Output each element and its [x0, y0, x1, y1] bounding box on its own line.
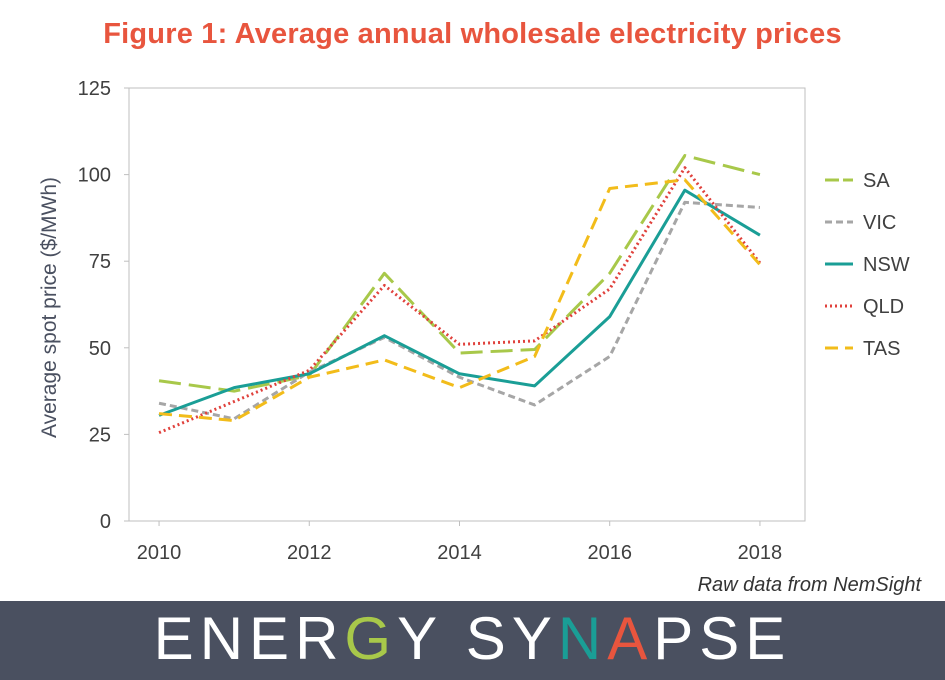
y-tick-label: 25 — [89, 424, 111, 446]
x-tick-label: 2016 — [587, 542, 632, 564]
chart-title: Figure 1: Average annual wholesale elect… — [103, 18, 842, 50]
legend-label-vic: VIC — [863, 212, 896, 234]
x-tick-label: 2010 — [137, 542, 182, 564]
brand-letter: Y — [397, 605, 444, 672]
brand-letter: E — [249, 605, 296, 672]
series-line-sa — [158, 154, 761, 393]
y-axis-label: Average spot price ($/MWh) — [38, 177, 61, 438]
y-tick-label: 50 — [89, 338, 111, 360]
plot-area — [128, 87, 806, 522]
y-tick-label: 75 — [89, 251, 111, 273]
legend-label-nsw: NSW — [863, 254, 910, 276]
brand-letter: Y — [511, 605, 558, 672]
brand-letter: N — [557, 605, 608, 672]
brand-letter: R — [295, 605, 345, 672]
series-line-vic — [158, 200, 761, 421]
brand-letter: P — [653, 605, 700, 672]
brand-letter: E — [153, 605, 200, 672]
x-tick-label: 2018 — [738, 542, 783, 564]
legend-label-sa: SA — [863, 170, 890, 192]
legend-label-qld: QLD — [863, 296, 904, 318]
legend-label-tas: TAS — [863, 338, 900, 360]
series-line-qld — [158, 166, 762, 435]
x-tick-label: 2014 — [437, 542, 482, 564]
y-tick-label: 0 — [100, 511, 111, 533]
x-tick-label: 2012 — [287, 542, 332, 564]
series-line-nsw — [158, 188, 761, 417]
y-tick-label: 100 — [78, 165, 111, 187]
source-note: Raw data from NemSight — [697, 574, 921, 596]
brand-letter: N — [199, 605, 250, 672]
brand-letter: A — [607, 605, 654, 672]
brand-letter — [443, 605, 466, 672]
brand-letter: E — [745, 605, 792, 672]
y-tick-label: 125 — [78, 78, 111, 100]
series-line-tas — [158, 178, 762, 423]
brand-letter: G — [344, 605, 398, 672]
brand-letter: S — [465, 605, 512, 672]
brand-footer: ENERGY SYNAPSE — [0, 601, 945, 680]
brand-letter: S — [699, 605, 746, 672]
brand-logo: ENERGY SYNAPSE — [0, 603, 945, 675]
line-chart: 0 25 50 75 100 125 2010 2012 2014 2016 2018 Average… — [38, 78, 910, 564]
